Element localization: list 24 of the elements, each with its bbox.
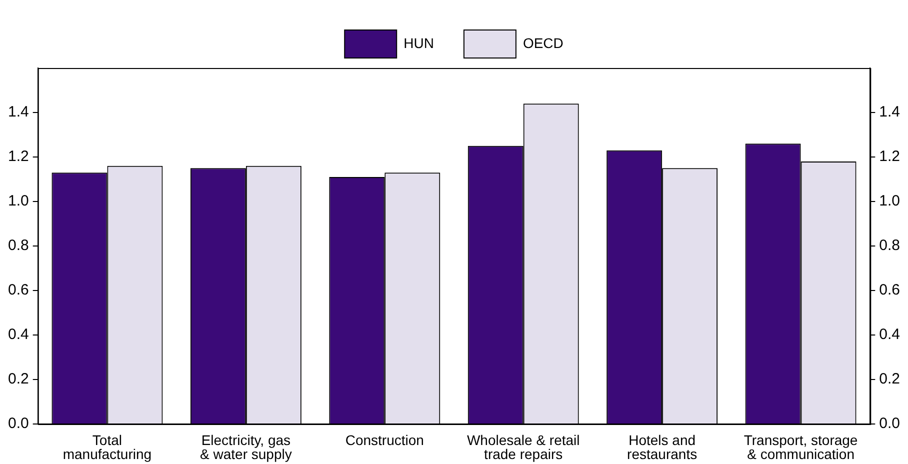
y-tick-label: 0.0 (8, 415, 29, 432)
y-tick-label: 0.2 (8, 370, 29, 388)
x-tick-label: Hotels and restaurants (627, 432, 698, 462)
y-tick-label: 1.2 (8, 148, 29, 166)
y2-tick-label: 0.4 (879, 326, 900, 344)
y2-tick-label: 0.8 (879, 237, 900, 254)
y-tick-label: 1.0 (8, 192, 29, 210)
y2-tick-label: 0.6 (879, 282, 900, 299)
y-tick-label: 0.6 (8, 282, 29, 299)
y-tick-label: 1.4 (8, 104, 29, 121)
x-tick-label: Total manufacturing (62, 432, 152, 462)
legend-label: HUN (404, 34, 434, 51)
y2-tick-label: 0.0 (879, 415, 900, 432)
y2-tick-label: 1.4 (879, 104, 900, 121)
y2-tick-label: 0.2 (879, 370, 900, 388)
y2-tick-label: 1.2 (879, 148, 900, 166)
y2-tick-label: 1.0 (879, 192, 900, 210)
y-tick-label: 0.8 (8, 237, 29, 254)
x-tick-label: Transport, storage & communication (744, 432, 858, 462)
y-tick-label: 0.4 (8, 326, 29, 344)
x-tick-label: Electricity, gas & water supply (200, 432, 292, 462)
x-tick-label: Wholesale & retail trade repairs (466, 432, 580, 462)
x-tick-label: Construction (345, 432, 424, 448)
legend-label: OECD (522, 34, 564, 51)
